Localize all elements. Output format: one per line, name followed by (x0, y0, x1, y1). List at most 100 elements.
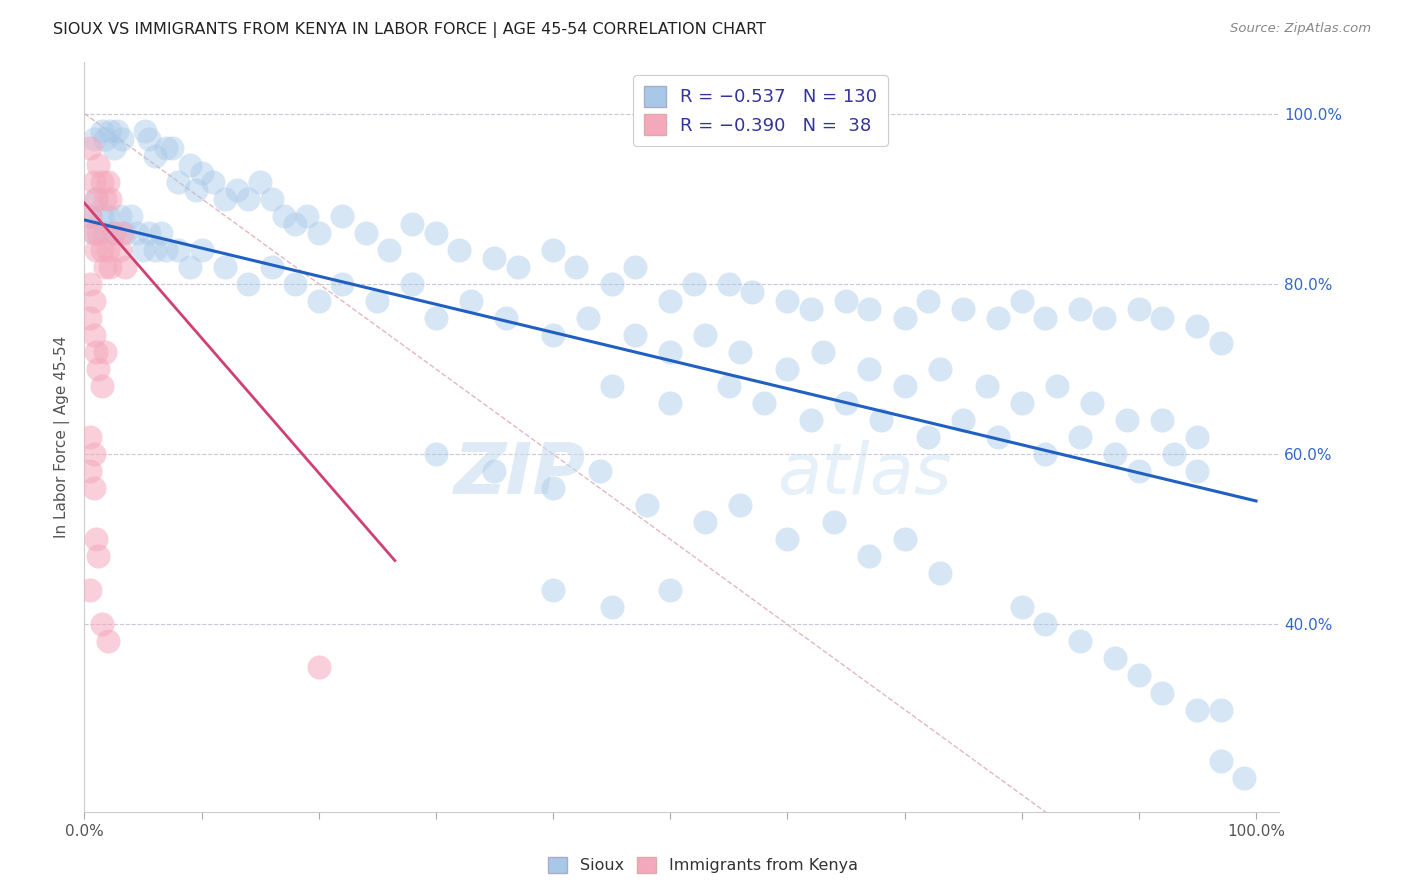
Point (858, 302, 880, 317)
Point (1233, 771, 1256, 785)
Point (624, 260, 647, 274)
Point (425, 447, 447, 461)
Point (976, 379, 998, 393)
Point (1104, 651, 1126, 665)
Point (576, 310, 599, 325)
Point (79, 310, 101, 325)
Point (730, 345, 752, 359)
Point (952, 302, 974, 317)
Point (108, 209, 131, 223)
Point (1187, 430, 1209, 444)
Point (83, 327, 105, 342)
Point (776, 362, 799, 376)
Point (506, 260, 529, 274)
Point (132, 243, 155, 257)
Legend: R = −0.537   N = 130, R = −0.390   N =  38: R = −0.537 N = 130, R = −0.390 N = 38 (633, 75, 889, 145)
Point (893, 533, 915, 547)
Point (162, 140, 183, 154)
Point (460, 293, 482, 308)
Point (155, 140, 177, 154)
Point (79, 209, 101, 223)
Point (484, 252, 506, 266)
Point (143, 243, 166, 257)
Point (79, 277, 101, 291)
Point (600, 379, 623, 393)
Point (1187, 702, 1209, 716)
Point (636, 498, 658, 512)
Point (1092, 310, 1115, 325)
Point (167, 175, 190, 189)
Point (90, 617, 114, 632)
Point (103, 226, 125, 240)
Point (1046, 379, 1069, 393)
Point (120, 209, 142, 223)
Point (717, 277, 740, 291)
Point (98, 123, 121, 137)
Point (97, 175, 120, 189)
Point (449, 243, 471, 257)
Point (1152, 413, 1174, 427)
Point (425, 226, 447, 240)
Point (776, 533, 799, 547)
Point (94, 345, 117, 359)
Point (190, 166, 212, 180)
Point (1033, 617, 1056, 632)
Point (752, 396, 775, 410)
Point (83, 226, 105, 240)
Point (155, 243, 177, 257)
Point (800, 413, 823, 427)
Point (103, 140, 125, 154)
Point (600, 600, 623, 615)
Point (1069, 634, 1091, 648)
Point (659, 293, 682, 308)
Point (90, 209, 114, 223)
Text: ZIP: ZIP (454, 440, 586, 509)
Point (366, 293, 388, 308)
Point (1209, 754, 1232, 768)
Point (249, 175, 271, 189)
Point (1209, 336, 1232, 351)
Legend: Sioux, Immigrants from Kenya: Sioux, Immigrants from Kenya (541, 850, 865, 880)
Point (835, 293, 858, 308)
Point (1011, 396, 1033, 410)
Point (695, 327, 717, 342)
Point (273, 209, 295, 223)
Point (917, 293, 939, 308)
Point (425, 310, 447, 325)
Point (214, 192, 236, 206)
Point (717, 379, 740, 393)
Point (138, 132, 160, 146)
Text: Source: ZipAtlas.com: Source: ZipAtlas.com (1230, 22, 1371, 36)
Point (83, 132, 105, 146)
Point (90, 123, 114, 137)
Point (682, 277, 704, 291)
Point (378, 243, 401, 257)
Point (238, 277, 260, 291)
Point (1011, 293, 1033, 308)
Point (79, 464, 101, 478)
Point (1128, 464, 1150, 478)
Point (401, 277, 423, 291)
Point (952, 413, 974, 427)
Point (84, 243, 107, 257)
Point (659, 583, 682, 598)
Point (354, 226, 377, 240)
Point (138, 226, 160, 240)
Point (179, 158, 201, 172)
Point (90, 379, 114, 393)
Point (238, 192, 260, 206)
Point (730, 498, 752, 512)
Point (167, 243, 190, 257)
Point (79, 430, 101, 444)
Point (260, 260, 283, 274)
Point (1163, 447, 1185, 461)
Point (83, 226, 105, 240)
Point (114, 260, 136, 274)
Point (214, 260, 236, 274)
Point (800, 302, 823, 317)
Point (90, 175, 114, 189)
Point (987, 310, 1010, 325)
Point (84, 192, 107, 206)
Point (79, 583, 101, 598)
Point (184, 183, 207, 197)
